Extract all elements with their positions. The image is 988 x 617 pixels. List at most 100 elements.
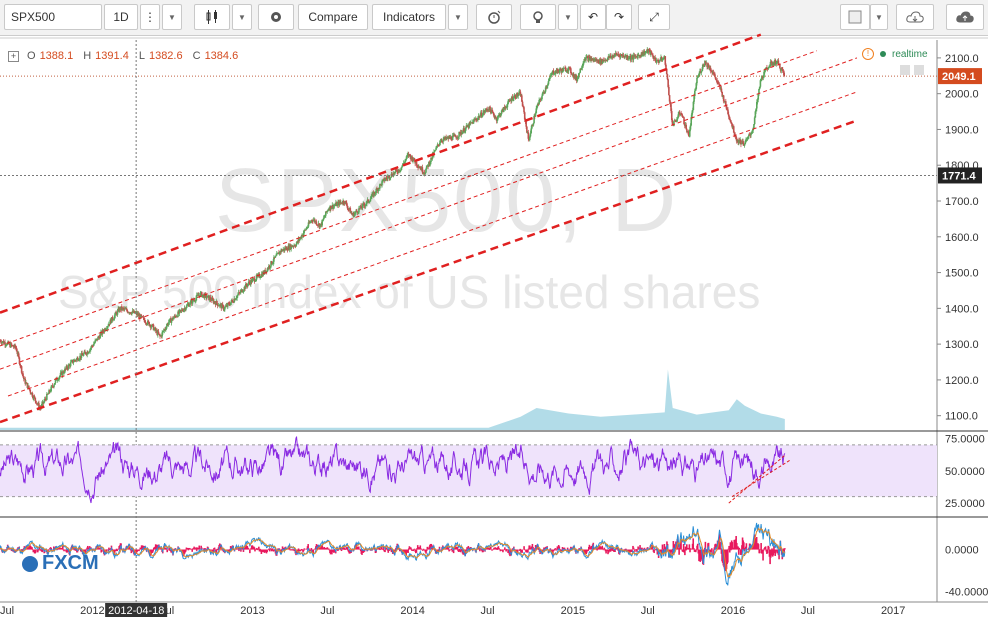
candle-body <box>0 340 2 343</box>
candle-body <box>290 245 292 250</box>
candle-body <box>531 124 533 129</box>
candle-body <box>144 320 146 323</box>
candle-body <box>729 119 731 121</box>
candle-body <box>713 73 716 75</box>
candle-body <box>116 310 119 315</box>
candle-body <box>409 154 411 157</box>
candle-body <box>454 135 457 137</box>
candle-body <box>90 345 93 348</box>
candle-body <box>364 204 367 207</box>
candle-body <box>365 203 367 205</box>
candle-body <box>597 59 600 63</box>
candle-body <box>18 357 21 364</box>
candle-body <box>94 340 96 343</box>
candle-body <box>354 212 357 214</box>
candle-body <box>507 100 509 105</box>
layout-dropdown-icon[interactable]: ▼ <box>870 4 888 30</box>
candle-body <box>134 312 137 314</box>
compare-button[interactable]: Compare <box>298 4 368 30</box>
symbol-search-field[interactable]: SPX500 <box>4 4 102 30</box>
candle-body <box>336 203 339 207</box>
candle-body <box>602 59 605 62</box>
candle-body <box>577 77 579 79</box>
candle-body <box>622 55 625 57</box>
candle-body <box>748 134 750 137</box>
candle-body <box>73 359 76 362</box>
candle-body <box>740 143 743 145</box>
warning-icon[interactable]: ! <box>862 48 874 60</box>
candle-body <box>162 331 164 333</box>
candle-body <box>505 107 508 109</box>
load-cloud-icon[interactable] <box>896 4 934 30</box>
candle-body <box>694 90 696 97</box>
candle-body <box>782 71 785 73</box>
candle-body <box>299 238 301 241</box>
macd-signal-line <box>0 527 786 578</box>
candle-body <box>552 70 555 74</box>
alert-clock-icon[interactable] <box>476 4 512 30</box>
candle-body <box>730 122 733 125</box>
candle-body <box>529 133 532 137</box>
candle-body <box>780 68 783 71</box>
time-tick-label: 2016 <box>721 605 745 617</box>
candle-body <box>614 53 617 56</box>
candle-body <box>549 76 551 80</box>
candle-body <box>113 315 116 319</box>
candle-body <box>78 359 81 361</box>
crosshair-price-badge-label: 1771.4 <box>942 170 977 182</box>
candle-body <box>345 201 347 203</box>
ideas-dropdown-icon[interactable]: ▼ <box>558 4 578 30</box>
candle-body <box>381 179 384 182</box>
candle-body <box>41 403 43 408</box>
candle-body <box>22 376 25 380</box>
candle-body <box>674 120 677 122</box>
candle-body <box>463 128 465 133</box>
candle-body <box>140 314 143 317</box>
save-cloud-icon[interactable] <box>946 4 984 30</box>
candle-body <box>53 384 55 387</box>
candle-body <box>270 261 273 265</box>
candle-body <box>223 309 225 311</box>
candle-body <box>720 88 723 92</box>
candle-body <box>332 205 335 209</box>
candle-body <box>50 386 52 392</box>
candle-body <box>361 207 363 209</box>
layout-square-icon[interactable] <box>840 4 870 30</box>
candle-body <box>199 292 202 297</box>
candle-body <box>588 56 591 58</box>
candle-body <box>145 322 148 325</box>
candle-body <box>506 104 509 108</box>
candle-body <box>275 255 277 257</box>
candle-body <box>546 85 548 88</box>
candles-style-icon[interactable] <box>194 4 230 30</box>
candle-body <box>272 261 274 264</box>
legend-collapse-icon[interactable]: + <box>8 50 19 62</box>
more-intervals-icon[interactable]: ⋮ <box>140 4 160 30</box>
candle-body <box>330 207 333 210</box>
candle-body <box>687 131 690 135</box>
candle-body <box>422 172 424 174</box>
redo-icon[interactable]: ↷ <box>606 4 632 30</box>
ideas-lightbulb-icon[interactable] <box>520 4 556 30</box>
candle-body <box>324 215 326 218</box>
candle-body <box>493 115 496 118</box>
settings-gear-icon[interactable] <box>258 4 294 30</box>
candle-body <box>472 120 475 124</box>
candle-body <box>137 313 140 316</box>
indicators-dropdown-icon[interactable]: ▼ <box>448 4 468 30</box>
candle-body <box>35 400 37 404</box>
indicators-button[interactable]: Indicators <box>372 4 446 30</box>
candle-body <box>511 96 514 100</box>
fullscreen-icon[interactable]: ⤢ <box>638 4 670 30</box>
candle-body <box>304 229 307 231</box>
candle-body <box>373 192 375 197</box>
candle-body <box>715 79 718 81</box>
undo-icon[interactable]: ↶ <box>580 4 606 30</box>
candle-body <box>1 341 3 344</box>
chart-style-dropdown-icon[interactable]: ▼ <box>232 4 252 30</box>
candle-body <box>553 73 556 75</box>
interval-button[interactable]: 1D <box>104 4 138 30</box>
interval-dropdown-icon[interactable]: ▼ <box>162 4 182 30</box>
candle-body <box>497 114 500 116</box>
